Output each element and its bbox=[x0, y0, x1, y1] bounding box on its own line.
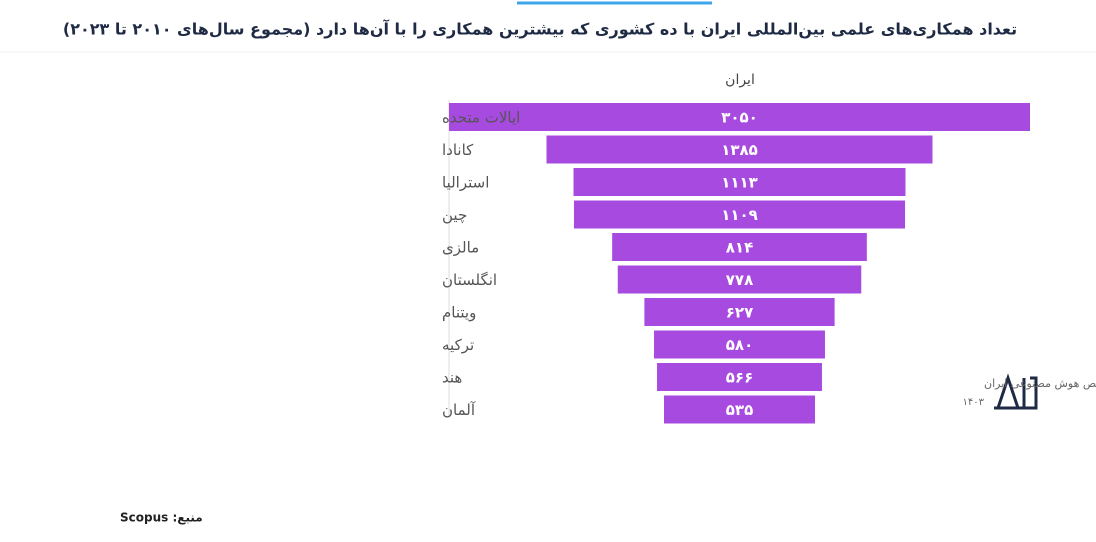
value-label: ۵۸۰ bbox=[726, 336, 753, 354]
category-label: هند bbox=[442, 369, 462, 387]
category-label: آلمان bbox=[442, 401, 476, 419]
source: منبع: Scopus bbox=[120, 511, 203, 525]
bar bbox=[617, 265, 862, 294]
bar bbox=[449, 103, 1030, 131]
category-label: انگلستان bbox=[442, 271, 497, 289]
bar bbox=[654, 330, 825, 359]
bar bbox=[644, 298, 835, 326]
value-label: ۵۶۶ bbox=[726, 369, 753, 387]
value-label: ۶۲۷ bbox=[726, 304, 753, 322]
bar bbox=[657, 363, 822, 391]
chart-title: تعداد همکاری‌های علمی بین‌المللی ایران ب… bbox=[63, 19, 1017, 39]
value-label: ۵۳۵ bbox=[726, 401, 753, 419]
bar bbox=[612, 233, 867, 261]
value-label: ۱۳۸۵ bbox=[721, 141, 758, 159]
category-label: ترکیه bbox=[442, 336, 474, 354]
category-label: مالزی bbox=[442, 239, 479, 257]
category-label: ویتنام bbox=[442, 304, 476, 322]
logo: شاخص هوش مصنوعی ایران ۱۴۰۳ bbox=[963, 373, 1096, 410]
bar bbox=[573, 200, 906, 229]
logo-text: شاخص هوش مصنوعی ایران bbox=[984, 377, 1096, 390]
value-label: ۱۱۱۳ bbox=[721, 174, 758, 192]
bar bbox=[664, 395, 815, 424]
category-label: ایالات متحده bbox=[442, 109, 520, 127]
bar bbox=[573, 168, 906, 196]
series-name: ایران bbox=[725, 72, 755, 88]
category-label: استرالیا bbox=[442, 174, 489, 192]
value-label: ۱۱۰۹ bbox=[721, 206, 758, 224]
value-label: ۳۰۵۰ bbox=[721, 109, 758, 127]
value-label: ۸۱۴ bbox=[726, 239, 753, 257]
category-label: چین bbox=[442, 206, 467, 224]
logo-year: ۱۴۰۳ bbox=[963, 397, 985, 408]
logo-mark bbox=[994, 373, 1038, 410]
value-label: ۷۷۸ bbox=[726, 271, 753, 289]
bar bbox=[546, 135, 933, 164]
category-label: کانادا bbox=[442, 141, 474, 159]
